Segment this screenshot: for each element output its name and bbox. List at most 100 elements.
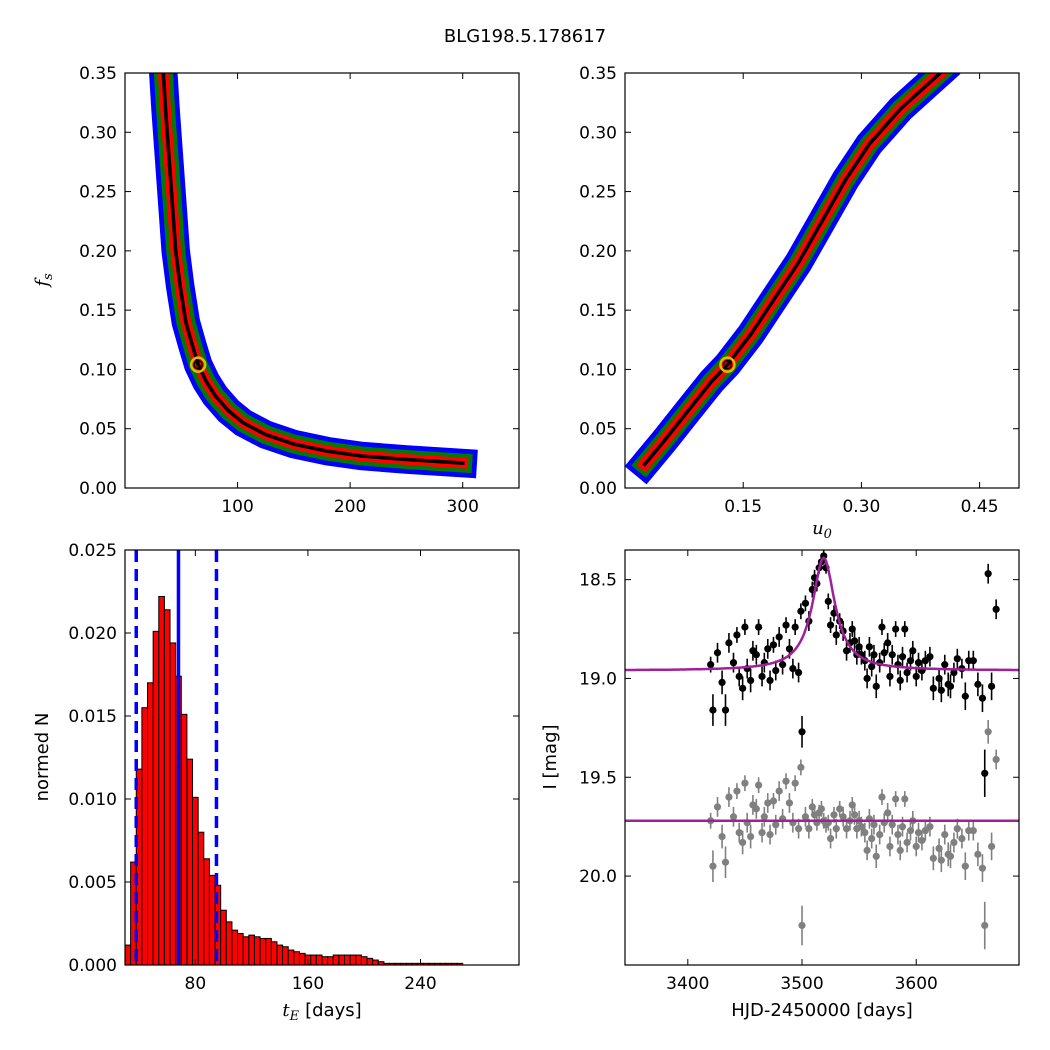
panel-lc-xtick-label: 3600 [895,974,938,994]
panel-fs-u0-contour-black [642,73,943,467]
panel-hist-ytick-label: 0.010 [68,790,117,810]
data-point [850,811,859,819]
panel-fs-te-contour-black [161,73,465,466]
lightcurve-series-data [707,550,1000,798]
data-point [876,830,884,839]
panel-fs-u0-ytick-label: 0.20 [579,242,617,262]
histogram-bar [287,949,295,965]
data-point [868,834,876,843]
data-point [969,657,977,665]
data-point [892,795,900,803]
data-point [832,631,840,639]
data-point [755,623,763,631]
panel-fs-te-frame [124,72,520,489]
data-point [791,779,799,787]
data-point [950,838,958,847]
data-point [769,797,778,805]
data-point [769,641,778,649]
data-point [992,605,1000,613]
histogram-bar [327,956,334,965]
data-point [739,684,747,692]
data-point [880,649,888,657]
data-point [794,825,803,833]
lightcurve-series-residuals [707,719,1000,950]
data-point [912,672,920,681]
data-point [775,787,783,795]
panel-fs-te-ytick-label: 0.05 [79,420,117,440]
histogram-bar [310,954,317,965]
plots-layer: 100 200 300 0.00 0.05 0.10 0.15 0.20 0.25 0.30 0.3… [32,64,1020,1024]
data-point [739,838,747,847]
data-point [937,686,945,694]
data-point [929,854,937,862]
panel-hist-ytick-label: 0.025 [68,541,117,561]
panel-hist-ytick-label: 0.005 [68,873,117,893]
data-point [958,834,966,843]
data-point [794,668,803,677]
histogram-bar [152,630,160,965]
lightcurve-plot [625,550,1019,950]
panel-fs-te-xtick-label: 200 [334,497,366,517]
panel-fs-u0-ytick-label: 0.30 [579,123,617,143]
data-point [888,821,896,829]
data-point [969,827,977,835]
histogram-bar [259,937,267,965]
panel-hist-ytick-label: 0.020 [68,624,117,644]
data-point [953,655,961,663]
data-point [984,570,992,578]
data-point [946,852,955,860]
data-point [721,706,730,714]
histogram-bar [315,954,323,965]
panel-hist-xlabel-sub: E [289,1009,300,1024]
histogram-bar [141,707,149,965]
histogram-bar [360,956,368,965]
data-point [878,623,886,631]
data-point [950,668,958,677]
data-point [974,850,982,858]
panel-fs-te-ytick-label: 0.20 [79,242,117,262]
data-point [797,763,805,771]
data-point [872,852,880,860]
data-point [782,621,790,629]
data-point [898,653,907,661]
data-point [798,728,806,736]
data-point [946,682,955,690]
histogram-bar [147,682,154,965]
data-point [836,805,844,813]
data-point [791,623,799,631]
panel-fs-u0-best-fit-inner [722,359,733,370]
panel-lc-xlabel: HJD-2450000 [days] [731,1000,913,1021]
data-point [912,842,920,851]
data-point [755,781,763,789]
data-point [892,625,900,633]
histogram-bar [208,874,216,965]
data-point [798,921,806,930]
panel-fs-u0-xlabel-sub: 0 [824,527,832,542]
panel-hist-xlabel-units: [days] [305,1000,362,1021]
panel-lc-ylabel: I [mag] [540,724,561,789]
panel-fs-te-ytick-label: 0.25 [79,183,117,203]
data-point [801,813,810,821]
data-point [903,838,911,847]
data-point [992,755,1000,764]
panel-fs-u0-axes: 0.15 0.30 0.45 0.00 0.05 0.10 0.15 0.20 0.25 0.30… [579,64,1019,517]
panel-lc-ytick-label: 19.5 [579,768,617,788]
panel-lc-ytick-label: 19.0 [579,669,617,689]
data-point [764,799,772,807]
data-point [772,821,780,829]
data-point [729,813,738,821]
histogram-bar [344,954,351,965]
data-point [861,828,869,837]
data-point [886,672,894,681]
data-point [766,830,774,839]
panel-fs-u0-xlabel-main: u [812,518,824,539]
data-point [863,674,871,683]
data-point [987,682,996,690]
data-point [824,597,832,605]
histogram-bar [332,954,340,965]
panel-lc-ytick-label: 20.0 [579,867,617,887]
histogram-bar [180,713,188,965]
data-point [830,811,838,819]
panel-hist-ytick-label: 0.015 [68,707,117,727]
